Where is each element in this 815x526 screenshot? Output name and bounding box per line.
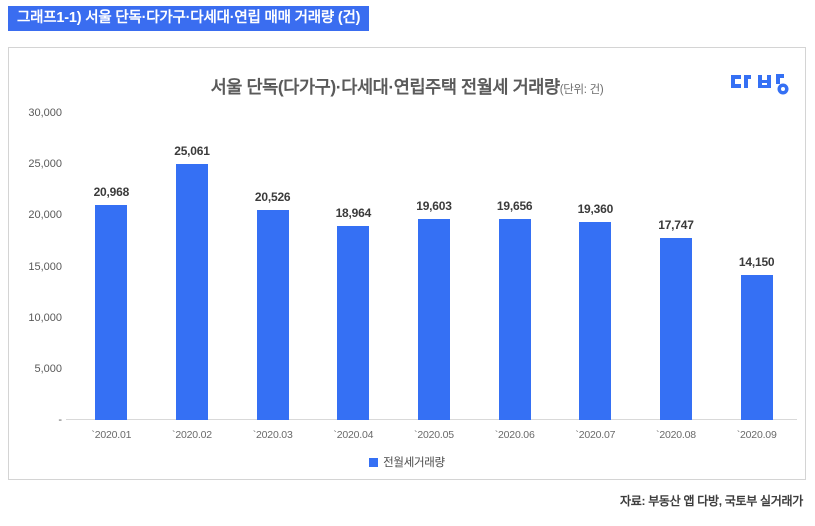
bar-group: 18,964 `2020.04	[313, 113, 394, 441]
y-axis-label: 25,000	[28, 158, 62, 171]
bar-value-label: 19,360	[577, 201, 614, 216]
bar[interactable]	[659, 238, 692, 420]
bar[interactable]	[337, 225, 370, 420]
x-axis-label: `2020.06	[494, 429, 535, 441]
x-axis-label: `2020.04	[333, 429, 374, 441]
bar-group: 25,061 `2020.02	[152, 113, 233, 441]
bar[interactable]	[95, 205, 128, 420]
bar-group: 17,747 `2020.08	[636, 113, 717, 441]
x-axis-label: `2020.05	[414, 429, 454, 441]
bar-group: 19,360 `2020.07	[555, 113, 636, 441]
bar[interactable]	[417, 219, 450, 420]
bar[interactable]	[579, 221, 612, 420]
bar-value-label: 19,656	[496, 198, 533, 213]
header-banner: 그래프1-1) 서울 단독·다가구·다세대·연립 매매 거래량 (건)	[8, 6, 370, 31]
plot-area: 30,000 25,000 20,000 15,000 10,000 5,000-20,9…	[28, 107, 797, 441]
chart-legend: 전월세거래량	[9, 454, 805, 470]
legend-label: 전월세거래량	[383, 457, 445, 469]
y-axis-label: 5,000	[34, 362, 62, 375]
y-axis-label: 10,000	[28, 311, 62, 324]
chart-panel: 서울 단독(다가구)·다세대·연립주택 전월세 거래량(단위: 건)	[8, 47, 806, 480]
bar-value-label: 20,968	[93, 185, 130, 200]
chart-unit-note: (단위: 건)	[559, 84, 604, 96]
y-axis-label: -	[58, 414, 62, 426]
bar-value-label: 19,603	[416, 199, 452, 214]
bar[interactable]	[175, 163, 208, 420]
bar-value-label: 20,526	[254, 189, 291, 204]
x-axis-label: `2020.03	[252, 429, 293, 441]
bar[interactable]	[740, 275, 773, 420]
bar-value-label: 25,061	[174, 143, 210, 158]
bar[interactable]	[256, 209, 289, 420]
bar-group: 19,603 `2020.05	[394, 113, 475, 441]
x-axis-label: `2020.07	[575, 429, 616, 441]
chart-title: 서울 단독(다가구)·다세대·연립주택 전월세 거래량	[210, 77, 561, 97]
x-axis-label: `2020.02	[172, 429, 212, 441]
source-note: 자료: 부동산 앱 다방, 국토부 실거래가	[619, 494, 803, 508]
x-axis-label: `2020.01	[91, 429, 132, 441]
bar[interactable]	[498, 218, 531, 420]
bar-group: 14,150 `2020.09	[716, 113, 797, 441]
y-axis-label: 15,000	[28, 260, 62, 273]
chart-title-row: 서울 단독(다가구)·다세대·연립주택 전월세 거래량(단위: 건)	[9, 74, 805, 99]
legend-swatch-icon	[369, 457, 379, 467]
bar-group: 20,526 `2020.03	[232, 113, 313, 441]
x-axis-label: `2020.08	[656, 429, 696, 441]
bar-group: 19,656 `2020.06	[474, 113, 555, 441]
header-title: 그래프1-1) 서울 단독·다가구·다세대·연립 매매 거래량 (건)	[17, 10, 361, 27]
bar-group: 20,968 `2020.01	[71, 113, 152, 441]
bar-value-label: 14,150	[738, 255, 775, 270]
y-axis-label: 30,000	[28, 107, 62, 119]
dabang-logo	[731, 70, 793, 96]
bar-value-label: 17,747	[658, 218, 694, 233]
bar-value-label: 18,964	[335, 205, 372, 220]
axis-zero-tick	[66, 419, 71, 420]
y-axis-label: 20,000	[28, 209, 62, 222]
x-axis-label: `2020.09	[736, 429, 777, 441]
